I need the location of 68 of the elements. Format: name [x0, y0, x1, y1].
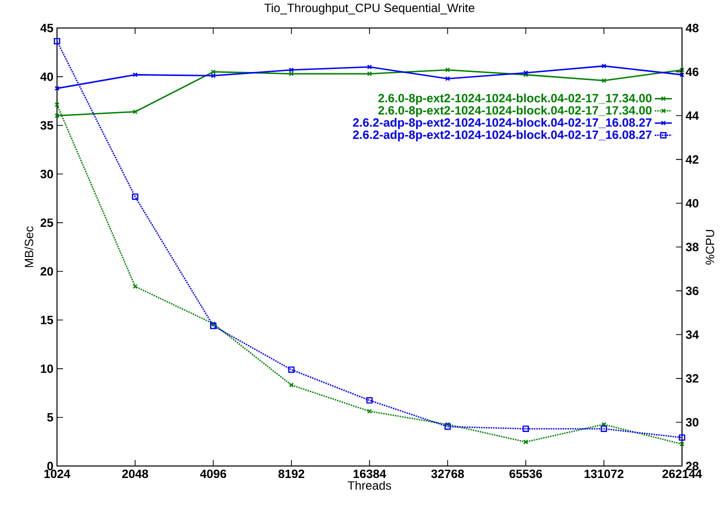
point [444, 423, 451, 430]
point [601, 64, 606, 68]
point [210, 322, 216, 330]
y2-tick-label: 30 [686, 418, 698, 426]
x-tick-label: 2048 [122, 470, 148, 478]
legend-label: 2.6.0-8p-ext2-1024-1024-block.04-02-17_17.34.00 [378, 94, 652, 105]
y-tick-label: 0 [47, 462, 53, 470]
point [210, 73, 216, 78]
point [367, 71, 372, 76]
legend-label: 2.6.2-adp-8p-ext2-1024-1024-block.04-02-17_16.08.27 [353, 130, 652, 142]
legend-label: 2.6.2-adp-8p-ext2-1024-1024-block.04-02-17_16.08.27 [353, 118, 652, 130]
y-tick-label: 30 [40, 170, 53, 178]
y2-tick-label: 46 [686, 68, 698, 76]
legend-label: 2.6.0-8p-ext2-1024-1024-block.04-02-17_17.34.00 [378, 106, 652, 117]
point [600, 426, 608, 432]
y2-tick-label: 44 [686, 112, 699, 120]
point [288, 382, 294, 388]
x-tick-label: 8192 [278, 470, 304, 478]
point [445, 76, 450, 82]
x-tick-label: 32768 [431, 470, 464, 478]
point [445, 422, 450, 427]
y-tick-label: 5 [47, 413, 54, 422]
y-tick-label: 15 [40, 316, 54, 324]
y-tick-label: 25 [40, 218, 54, 227]
point [288, 67, 294, 72]
y-tick-label: 10 [40, 364, 53, 373]
y-tick-label: 45 [40, 24, 54, 32]
x-tick-label: 1024 [44, 470, 70, 478]
point [132, 109, 138, 114]
point [367, 64, 372, 70]
x-tick-label: 16384 [354, 470, 386, 478]
y2-tick-label: 32 [686, 374, 698, 383]
x-tick-label: 131072 [584, 470, 624, 478]
point [210, 69, 216, 74]
y-tick-label: 40 [40, 72, 53, 81]
point [366, 397, 373, 404]
y-tick-label: 35 [40, 121, 54, 130]
point [678, 434, 686, 441]
x-tick-label: 262144 [662, 470, 702, 478]
point [54, 102, 60, 108]
y2-tick-label: 28 [686, 462, 699, 470]
y2-tick-label: 34 [686, 330, 699, 339]
y2-tick-label: 42 [686, 155, 698, 164]
point [210, 321, 216, 326]
point [288, 71, 294, 76]
x-tick-label: 65536 [510, 470, 542, 478]
point [367, 408, 372, 414]
point [132, 72, 138, 78]
point [601, 422, 606, 427]
point [54, 38, 60, 44]
point [680, 442, 684, 447]
y-axis-title: MB/Sec [24, 226, 34, 268]
point [132, 284, 138, 289]
x-tick-label: 4096 [200, 470, 226, 478]
point [601, 78, 606, 84]
point [523, 439, 528, 444]
point [522, 426, 529, 432]
point [132, 193, 138, 200]
point [288, 366, 295, 373]
chart-title: Tio_Throughput_CPU Sequential_Write [264, 3, 474, 14]
y2-tick-label: 38 [686, 242, 699, 252]
y2-tick-label: 40 [686, 198, 698, 208]
y2-tick-label: 48 [686, 24, 699, 32]
y2-axis-title: %CPU [706, 230, 714, 265]
y-tick-label: 20 [40, 267, 53, 276]
x-axis-title: Threads [348, 480, 392, 490]
y2-tick-label: 36 [686, 286, 698, 296]
point [445, 67, 450, 72]
